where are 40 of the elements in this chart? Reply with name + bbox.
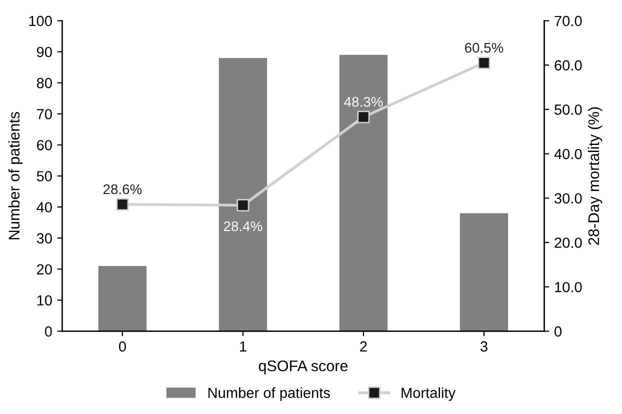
legend-label: Mortality: [402, 387, 456, 401]
bar: [339, 54, 388, 332]
x-tick-label: 1: [240, 341, 246, 352]
y-tick-label: 40: [36, 202, 52, 212]
y2-tick-label: 40.0: [554, 148, 582, 160]
y2-tick-label: 30.0: [554, 193, 582, 204]
y2-axis-title: 28-Day mortality (%): [588, 107, 602, 245]
y-tick-label: 70: [37, 108, 52, 120]
y2-tick-label: 20.0: [554, 238, 582, 248]
bar: [218, 58, 268, 332]
y-tick-label: 60: [37, 140, 52, 150]
x-tick-label: 3: [480, 341, 488, 352]
y-tick-label: 50: [36, 171, 52, 182]
data-label: 48.3%: [344, 96, 383, 107]
x-tick-label: 0: [118, 341, 126, 352]
y-tick-label: 100: [29, 16, 52, 26]
y2-tick-label: 60.0: [554, 60, 582, 70]
y-tick-label: 30: [36, 233, 52, 244]
data-label: 28.4%: [224, 221, 262, 232]
y-tick-label: 80: [36, 78, 52, 88]
bar: [98, 266, 147, 332]
point: [357, 110, 370, 124]
point: [116, 198, 129, 211]
data-label: 60.5%: [465, 42, 504, 53]
data-label: 28.6%: [103, 184, 142, 194]
y2-tick-label: 50.0: [554, 104, 582, 115]
y-tick-label: 10: [37, 295, 52, 306]
y-tick-label: 20: [36, 264, 52, 275]
y-tick-label: 0: [44, 326, 52, 337]
x-tick-label: 2: [360, 341, 367, 352]
y2-tick-label: 0: [554, 326, 562, 337]
y-axis-title: Number of patients: [8, 112, 23, 240]
bar: [460, 213, 508, 332]
x-axis-title: qSOFA score: [258, 360, 348, 374]
legend-label: Number of patients: [208, 387, 330, 401]
point: [236, 198, 250, 212]
y-tick-label: 90: [36, 46, 52, 58]
y2-tick-label: 10.0: [555, 282, 582, 292]
y2-tick-label: 70.0: [554, 16, 582, 26]
point: [478, 56, 490, 70]
